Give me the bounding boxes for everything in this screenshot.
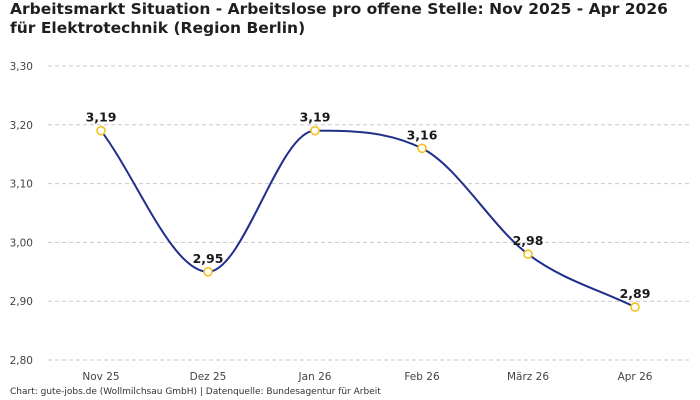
chart-title: Arbeitsmarkt Situation - Arbeitslose pro… (10, 0, 668, 37)
data-point (523, 249, 533, 259)
data-point (203, 266, 213, 277)
data-labels: 3,19 2,95 3,19 3,16 2,98 2,89 (86, 110, 651, 301)
x-tick-label: Apr 26 (618, 371, 653, 383)
data-point (630, 302, 640, 312)
x-tick-label: Feb 26 (404, 371, 440, 383)
y-axis-ticks: 2,80 2,90 3,00 3,10 3,20 3,30 (10, 61, 33, 367)
data-point (310, 125, 320, 136)
chart-source-note: Chart: gute-jobs.de (Wollmilchsau GmbH) … (10, 387, 381, 397)
data-label: 3,19 (86, 110, 117, 125)
data-label: 3,16 (407, 127, 438, 142)
x-tick-label: März 26 (507, 371, 549, 383)
x-tick-label: Jan 26 (298, 371, 332, 383)
data-points (96, 125, 640, 312)
data-label: 2,98 (513, 233, 544, 248)
y-gridlines (48, 65, 690, 361)
y-tick-label: 3,00 (10, 237, 33, 249)
data-label: 2,89 (620, 286, 651, 301)
data-label: 2,95 (193, 251, 224, 266)
data-point (417, 143, 427, 154)
data-point (96, 125, 106, 136)
series-line-group (100, 129, 636, 308)
y-tick-label: 3,20 (10, 120, 33, 132)
series-line (100, 129, 636, 308)
x-tick-label: Nov 25 (82, 371, 119, 383)
x-axis-ticks: Nov 25 Dez 25 Jan 26 Feb 26 März 26 Apr 26 (82, 371, 652, 383)
y-tick-label: 2,80 (10, 355, 33, 367)
y-tick-label: 3,30 (10, 61, 33, 73)
data-label: 3,19 (300, 110, 331, 125)
y-tick-label: 3,10 (10, 179, 33, 191)
x-tick-label: Dez 25 (190, 371, 227, 383)
y-tick-label: 2,90 (10, 296, 33, 308)
